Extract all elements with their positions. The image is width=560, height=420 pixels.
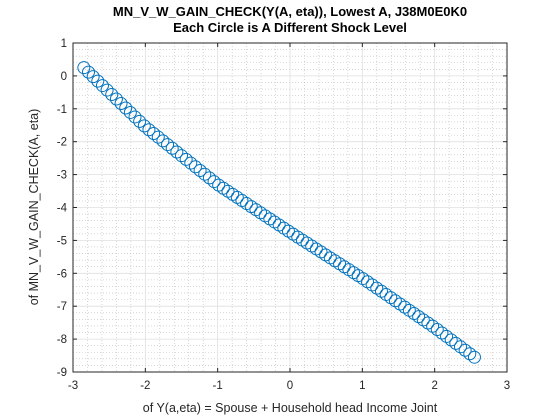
data-point [123,105,137,119]
x-tick-label: 2 [431,380,437,392]
data-point [416,313,430,327]
y-axis-label: of MN_V_W_GAIN_CHECK(A, eta) [27,109,41,306]
data-point [384,291,398,305]
data-point [398,300,412,314]
y-tick-label: -1 [57,104,67,116]
data-point [230,190,244,204]
data-point [254,206,268,220]
x-tick-label: 1 [359,380,365,392]
chart-subtitle: Each Circle is A Different Shock Level [173,20,407,35]
y-tick-label: -3 [57,170,67,182]
data-point [258,209,272,223]
data-point [361,275,374,289]
data-point [370,281,384,295]
y-tick-label: 0 [61,71,67,83]
data-point [161,138,175,152]
data-point [374,284,388,298]
data-point [100,83,114,97]
data-point [444,333,458,347]
data-point [82,65,95,79]
data-point [114,97,128,111]
y-tick-label: -5 [57,235,67,247]
data-point [412,310,426,324]
data-point [249,203,263,217]
x-tick-label: -2 [140,380,150,392]
data-point [388,294,402,308]
chart-title: MN_V_W_GAIN_CHECK(Y(A, eta)), Lowest A, … [113,4,467,19]
data-point [212,178,226,192]
data-point [216,181,230,195]
data-point [430,323,444,337]
y-tick-label: -7 [57,301,67,313]
data-point [467,350,481,364]
data-point [105,88,119,102]
y-tick-label: -2 [57,137,67,149]
data-point [272,218,286,232]
x-tick-label: 0 [287,380,293,392]
data-point [133,114,147,128]
data-point [165,141,179,155]
data-point [454,340,467,354]
data-point [268,215,281,229]
data-point [147,126,161,140]
data-point [226,187,240,201]
data-point [263,212,277,226]
x-tick-labels: -3 -2 -1 0 1 2 3 [68,380,510,392]
y-tick-label: -4 [57,203,68,215]
data-point [184,156,198,170]
x-tick-label: 3 [504,380,510,392]
data-point [193,163,207,177]
major-grid [72,42,508,373]
data-point [421,316,435,330]
data-point [137,119,151,133]
data-point [440,329,454,343]
data-point [235,193,249,207]
data-point [435,326,449,340]
y-tick-label: -8 [57,334,67,346]
data-point [365,278,379,292]
data-point [402,303,416,317]
data-point [179,152,193,166]
data-markers [77,61,481,364]
x-tick-label: -3 [68,380,78,392]
data-point [240,197,254,211]
data-point [142,123,156,137]
data-point [156,134,170,148]
data-point [463,347,477,361]
data-point [175,149,188,163]
data-point [207,175,221,189]
data-point [221,184,235,198]
data-point [407,306,421,320]
data-point [379,287,393,301]
data-point [458,343,472,357]
data-point [86,70,100,84]
data-point [109,92,123,106]
data-point [244,200,258,214]
y-tick-label: -6 [57,268,67,280]
tick-marks [72,42,508,373]
x-tick-label: -1 [213,380,223,392]
data-point [170,145,184,159]
data-point [277,221,291,235]
data-point [151,130,165,144]
data-point [202,171,216,185]
data-point [188,160,202,174]
y-tick-labels: 1 0 -1 -2 -3 -4 -5 -6 -7 -8 -9 [57,38,68,379]
data-point [356,272,370,286]
x-axis-label: of Y(a,eta) = Spouse + Household head In… [143,401,438,415]
data-point [91,74,105,88]
y-tick-label: -9 [57,367,67,379]
data-point [128,110,142,124]
data-point [426,319,440,333]
data-point [198,167,212,181]
y-tick-label: 1 [61,38,67,50]
data-point [119,101,133,115]
data-point [393,297,407,311]
data-point [95,79,109,93]
data-point [77,61,91,75]
data-point [449,336,463,350]
